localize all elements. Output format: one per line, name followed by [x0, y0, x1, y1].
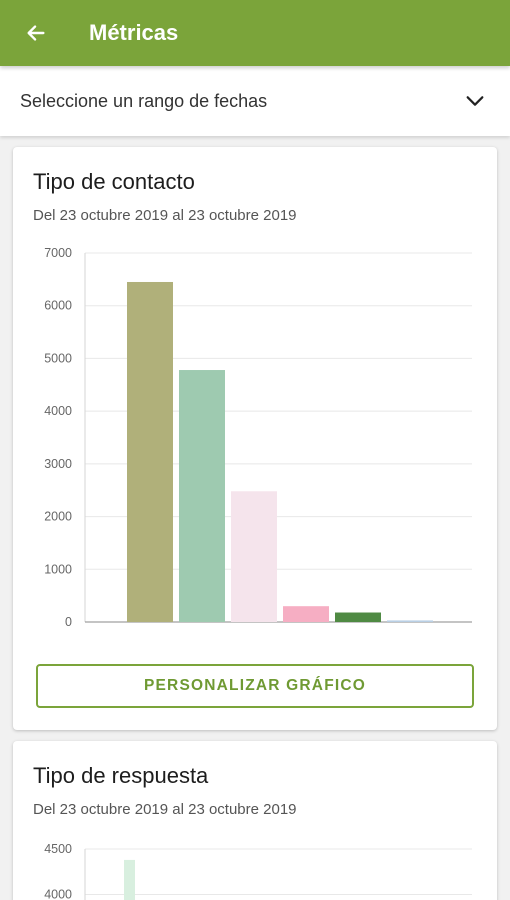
y-tick-label: 4000	[44, 888, 72, 900]
arrow-left-icon	[27, 25, 45, 41]
chart-bar	[387, 620, 433, 622]
y-tick-label: 4000	[44, 404, 72, 418]
y-tick-label: 2000	[44, 510, 72, 524]
contact-type-card: Tipo de contacto Del 23 octubre 2019 al …	[13, 147, 497, 730]
contact-type-chart: 0 1000 2000 3000 4000 5000 6000 7000	[44, 246, 472, 629]
y-tick-label: 3000	[44, 457, 72, 471]
chart-bar	[335, 612, 381, 622]
chevron-down-icon[interactable]	[464, 90, 486, 112]
back-button[interactable]	[16, 13, 56, 53]
app-bar: Métricas	[0, 0, 510, 66]
card-date-range: Del 23 octubre 2019 al 23 octubre 2019	[33, 801, 297, 818]
date-range-label: Seleccione un rango de fechas	[20, 90, 268, 111]
y-tick-label: 6000	[44, 299, 72, 313]
chart-bar	[179, 370, 225, 622]
y-tick-label: 1000	[44, 562, 72, 576]
page-title: Métricas	[89, 20, 179, 45]
card-date-range: Del 23 octubre 2019 al 23 octubre 2019	[33, 207, 297, 224]
chart-bar	[231, 491, 277, 622]
card-title: Tipo de contacto	[33, 169, 195, 194]
response-type-chart: 4000 4500	[44, 842, 472, 900]
customize-chart-button[interactable]: PERSONALIZAR GRÁFICO	[36, 664, 474, 708]
y-tick-label: 0	[65, 615, 72, 629]
y-tick-label: 7000	[44, 246, 72, 260]
y-tick-label: 4500	[44, 842, 72, 856]
chart-bar	[124, 859, 135, 900]
y-tick-label: 5000	[44, 351, 72, 365]
card-title: Tipo de respuesta	[33, 763, 209, 788]
chart-bar	[283, 606, 329, 622]
date-range-select[interactable]: Seleccione un rango de fechas	[0, 66, 510, 136]
chart-bar	[127, 281, 173, 622]
response-type-card: Tipo de respuesta Del 23 octubre 2019 al…	[13, 741, 497, 900]
